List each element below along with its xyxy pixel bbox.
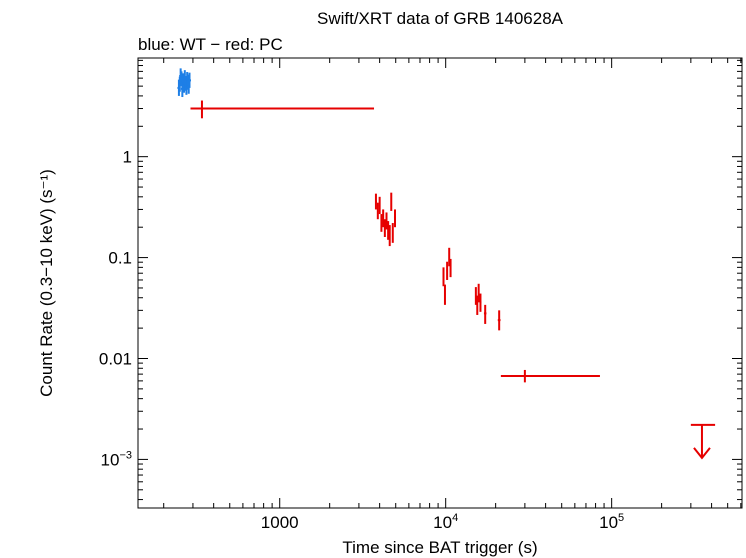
upper-limit-head	[693, 447, 711, 460]
x-tick-label: 105	[599, 512, 624, 532]
data-point-pc	[443, 284, 446, 305]
data-point-pc	[479, 293, 482, 312]
data-point-pc	[477, 283, 480, 303]
data-point-pc	[442, 267, 445, 287]
data-point-pc	[388, 225, 391, 247]
data-marks	[177, 68, 716, 460]
data-point-pc	[483, 304, 487, 324]
data-point-pc	[497, 310, 501, 331]
data-point-pc	[190, 100, 375, 119]
x-tick-label: 104	[433, 512, 458, 532]
axis-ticks: 1000 104 105 1 0.1 0.01 10−3	[99, 58, 742, 532]
data-point-pc	[449, 258, 452, 278]
data-point-pc	[474, 287, 477, 305]
data-point-pc	[500, 369, 600, 383]
y-tick-label: 0.01	[99, 349, 132, 368]
data-point-pc	[393, 209, 397, 228]
data-point-pc	[380, 214, 383, 232]
x-tick-label: 1000	[261, 513, 299, 532]
chart-subtitle: blue: WT − red: PC	[138, 35, 283, 54]
data-point-pc	[476, 295, 479, 315]
data-point-pc	[387, 221, 390, 240]
data-point-pc	[446, 261, 449, 280]
y-axis-label: Count Rate (0.3−10 keV) (s⁻¹)	[37, 169, 56, 397]
x-axis-label: Time since BAT trigger (s)	[342, 538, 537, 557]
upper-limit-arrow	[690, 423, 716, 460]
chart-title: Swift/XRT data of GRB 140628A	[317, 9, 564, 28]
data-point-pc	[374, 193, 377, 210]
data-point-pc	[390, 192, 393, 211]
data-point-pc	[383, 219, 386, 237]
data-point-pc	[385, 212, 388, 230]
data-point-pc	[378, 196, 381, 215]
y-tick-label: 0.1	[108, 249, 132, 268]
y-tick-label: 1	[123, 148, 132, 167]
data-point-pc	[391, 223, 394, 243]
y-tick-label: 10−3	[101, 449, 132, 469]
data-point-pc	[382, 209, 385, 228]
data-point-pc	[448, 247, 451, 267]
data-point-pc	[376, 202, 379, 220]
data-point-wt	[187, 72, 191, 88]
plot-frame	[137, 57, 743, 509]
